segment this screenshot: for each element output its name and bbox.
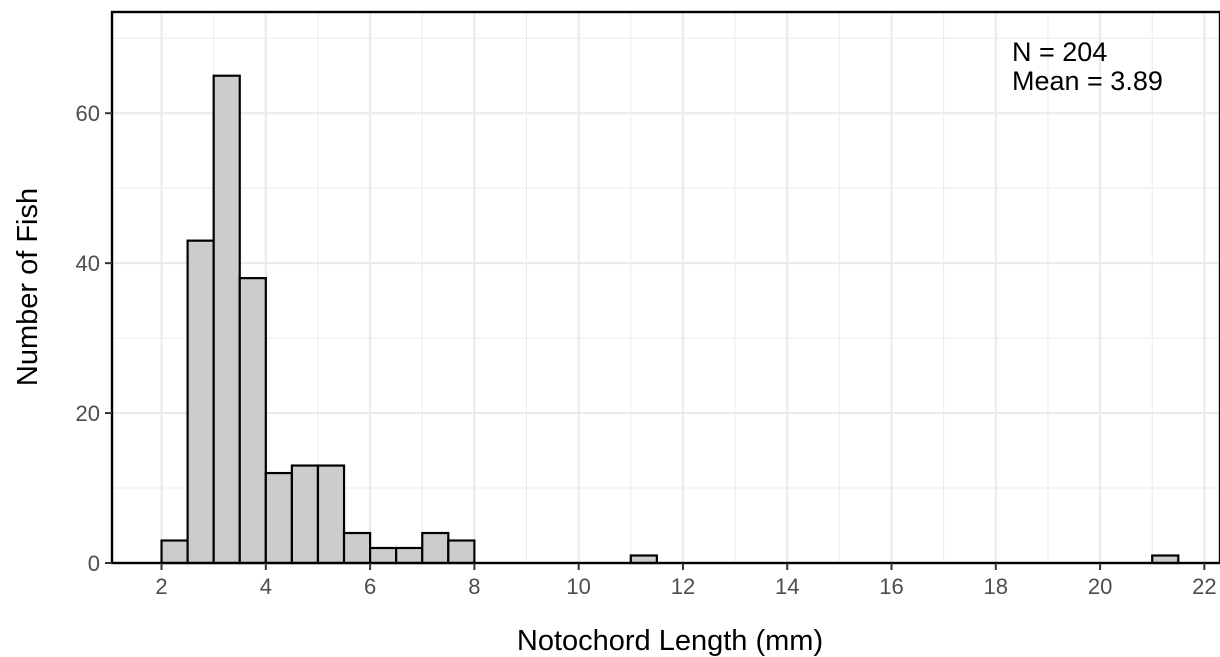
x-tick-label: 10 [566, 574, 590, 599]
annotation-mean: Mean = 3.89 [1012, 66, 1163, 96]
x-axis-title: Notochord Length (mm) [517, 625, 823, 657]
histogram-bar [264, 471, 293, 565]
x-tick-label: 2 [155, 574, 167, 599]
y-tick-label: 40 [76, 251, 100, 276]
grid-layer [112, 12, 1220, 565]
histogram-bar [316, 464, 346, 565]
histogram-bar [186, 239, 215, 565]
annotation-n: N = 204 [1012, 37, 1107, 67]
x-tick-label: 20 [1088, 574, 1112, 599]
bar-layer [160, 74, 1180, 565]
y-tick-label: 0 [88, 551, 100, 576]
x-tick-label: 6 [364, 574, 376, 599]
histogram-bar [368, 546, 398, 565]
x-tick-label: 12 [671, 574, 695, 599]
x-tick-label: 8 [468, 574, 480, 599]
histogram-bar [395, 546, 424, 565]
y-tick-label: 60 [76, 101, 100, 126]
axis-layer [105, 10, 1220, 570]
histogram-bar [421, 531, 450, 565]
x-tick-label: 22 [1192, 574, 1216, 599]
x-tick-label: 4 [260, 574, 272, 599]
x-tick-label: 18 [984, 574, 1008, 599]
histogram-bar [238, 277, 267, 565]
x-tick-label: 14 [775, 574, 799, 599]
y-tick-label: 20 [76, 401, 100, 426]
plot-panel-border [110, 10, 1220, 565]
histogram-bar [160, 539, 189, 565]
label-layer: 2 4 6 8 10 12 14 16 18 20 22 0 20 40 60 [76, 101, 1217, 599]
y-axis-title: Number of Fish [12, 188, 44, 386]
x-tick-label: 16 [879, 574, 903, 599]
histogram-bar [290, 464, 320, 565]
histogram-bar [342, 531, 372, 565]
histogram-bar [212, 74, 241, 565]
histogram-bar [447, 539, 476, 565]
